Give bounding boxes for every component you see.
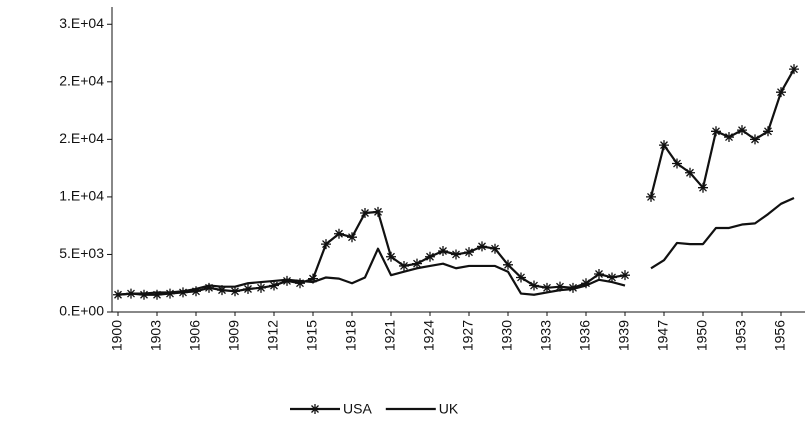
marker [438,246,448,256]
marker [204,282,214,293]
marker [217,285,227,296]
x-tick-label: 1956 [772,320,788,351]
x-tick-label: 1900 [109,320,125,351]
legend-label: USA [343,401,372,417]
x-tick-label: 1903 [148,320,164,351]
y-tick-label: 2.E+04 [59,73,104,89]
marker [776,87,786,98]
marker [269,280,279,291]
marker [750,134,760,145]
y-tick-label: 0.E+00 [59,303,104,319]
marker [464,247,474,258]
x-tick-label: 1912 [265,320,281,351]
marker [360,208,370,219]
legend-label: UK [439,401,459,417]
x-tick-label: 1936 [577,320,593,351]
marker [334,228,344,239]
marker [308,273,318,284]
marker [399,260,409,271]
y-tick-label: 5.E+03 [59,245,104,261]
marker [737,125,747,136]
x-tick-label: 1924 [421,320,437,351]
marker [165,288,175,299]
x-tick-label: 1939 [616,320,632,351]
marker [373,206,383,217]
marker [321,239,331,250]
marker [152,289,162,300]
series-line [117,68,795,296]
x-tick-label: 1906 [187,320,203,351]
marker [412,258,422,269]
marker [581,278,591,289]
marker [490,243,500,254]
marker [516,272,526,283]
marker [282,275,292,286]
marker [724,132,734,143]
marker [477,241,487,252]
marker [178,287,188,298]
marker [698,182,708,193]
marker [310,404,320,414]
marker [594,269,604,280]
x-tick-label: 1930 [499,320,515,351]
marker [685,167,695,178]
marker [113,289,123,300]
marker [646,191,656,202]
marker [789,64,799,75]
x-tick-label: 1921 [382,320,398,351]
marker [620,270,630,281]
marker [256,282,266,293]
marker [503,259,513,270]
marker [451,249,461,260]
y-tick-label: 1.E+04 [59,188,104,204]
y-tick-label: 2.E+04 [59,130,104,146]
marker [568,282,578,293]
y-tick-label: 3.E+04 [59,15,104,31]
marker [711,126,721,137]
x-tick-label: 1927 [460,320,476,351]
x-tick-label: 1953 [733,320,749,351]
marker [425,251,435,262]
marker [672,158,682,169]
marker [191,286,201,297]
marker [659,140,669,151]
x-tick-label: 1950 [694,320,710,351]
x-tick-label: 1947 [655,320,671,351]
x-tick-label: 1915 [304,320,320,351]
marker [555,281,565,292]
marker [230,286,240,297]
x-tick-label: 1933 [538,320,554,351]
series-line [117,197,795,296]
marker [529,280,539,291]
marker [139,289,149,300]
marker [295,278,305,289]
marker [243,283,253,294]
marker [347,232,357,243]
marker [386,251,396,262]
x-tick-label: 1909 [226,320,242,351]
marker [542,282,552,293]
x-tick-label: 1918 [343,320,359,351]
marker [763,126,773,137]
marker [607,272,617,283]
